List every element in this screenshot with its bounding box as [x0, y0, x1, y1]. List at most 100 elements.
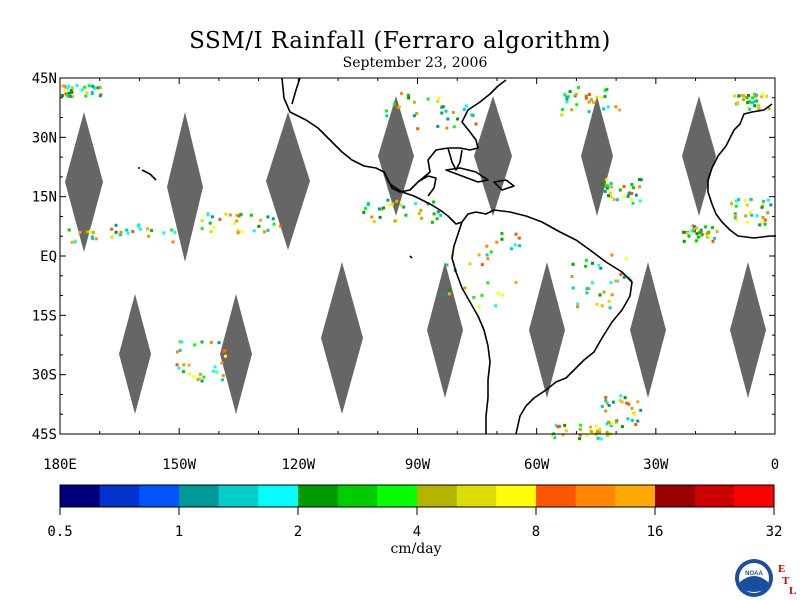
rain-cell-370 [61, 84, 65, 88]
rain-cell-6 [126, 231, 130, 235]
rainfall-cells [60, 84, 773, 441]
coastline-north-america [281, 77, 507, 193]
rain-cell-151 [615, 198, 619, 202]
rain-cell-126 [587, 100, 591, 104]
rain-cell-188 [755, 214, 759, 218]
rain-cell-242 [616, 279, 619, 283]
rain-cell-116 [441, 105, 445, 109]
rain-cell-289 [221, 349, 225, 353]
coastline-hispaniola [493, 179, 515, 191]
rain-cell-296 [182, 363, 186, 367]
rain-cell-15 [162, 231, 166, 235]
rain-cell-340 [557, 424, 561, 428]
rain-cell-214 [486, 281, 490, 285]
rain-cell-256 [600, 304, 604, 308]
rain-cell-84 [430, 220, 434, 224]
rain-cell-314 [630, 418, 634, 422]
rain-cell-408 [697, 235, 700, 239]
coastline-central-america [383, 171, 495, 225]
colorbar-label: 0.5 [47, 524, 72, 540]
colorbar-swatch-13 [575, 485, 616, 507]
rain-cell-120 [563, 93, 567, 97]
rain-cell-369 [75, 84, 79, 88]
rain-cell-177 [605, 186, 609, 190]
lon-label: 180E [43, 457, 77, 473]
rain-cell-52 [235, 219, 239, 223]
rain-cell-352 [594, 424, 598, 428]
rain-cell-152 [605, 178, 609, 182]
rain-cell-69 [391, 202, 395, 206]
rain-cell-384 [98, 94, 102, 98]
rain-cell-251 [610, 253, 614, 257]
rain-cell-130 [587, 110, 591, 114]
rain-cell-136 [603, 95, 607, 98]
rain-cell-280 [178, 348, 182, 352]
rain-cell-45 [208, 221, 212, 225]
lat-label: 30S [32, 368, 57, 384]
lat-label: 45S [32, 427, 57, 443]
rain-cell-375 [63, 84, 67, 88]
rain-cell-288 [217, 341, 221, 345]
no-data-gap-9 [321, 262, 363, 414]
rain-cell-371 [80, 88, 84, 92]
rain-cell-77 [419, 208, 423, 212]
rain-cell-328 [607, 421, 611, 425]
rain-cell-285 [220, 361, 224, 365]
map-frame [59, 77, 776, 435]
rain-cell-349 [564, 429, 568, 433]
rain-cell-82 [387, 203, 391, 207]
rain-cell-181 [737, 198, 741, 201]
rain-cell-432 [751, 96, 755, 100]
coastline-hawaii [138, 167, 157, 181]
rain-cell-324 [600, 404, 604, 408]
rain-cell-0 [118, 233, 122, 237]
rain-cell-128 [587, 93, 591, 96]
lon-label: 0 [771, 457, 779, 473]
rain-cell-43 [210, 215, 214, 219]
rain-cell-76 [386, 198, 390, 202]
rain-cell-154 [600, 182, 604, 186]
rain-cell-294 [221, 378, 224, 382]
rain-cell-57 [233, 222, 237, 225]
rain-cell-173 [630, 198, 633, 201]
rain-cell-90 [456, 117, 460, 121]
rain-cell-234 [477, 305, 481, 309]
rain-cell-425 [750, 101, 754, 105]
rain-cell-112 [400, 92, 403, 96]
rain-cell-106 [436, 99, 440, 103]
rain-cell-134 [605, 87, 609, 91]
rain-cell-75 [380, 207, 384, 211]
rain-cell-446 [736, 102, 740, 106]
rain-cell-353 [551, 434, 554, 438]
rain-cell-259 [609, 281, 613, 284]
rain-cell-179 [606, 184, 610, 188]
rain-cell-163 [630, 192, 634, 195]
rain-cell-329 [620, 400, 624, 404]
map-title: SSM/I Rainfall (Ferraro algorithm) [189, 28, 611, 54]
colorbar-labels: 0.5 1 2 4 8 16 32 [47, 507, 782, 540]
rain-cell-443 [732, 94, 736, 98]
rain-cell-158 [603, 189, 607, 193]
rain-cell-400 [713, 236, 716, 240]
rain-cell-14 [73, 240, 77, 244]
coastline-florida [447, 147, 463, 171]
rain-cell-276 [198, 377, 201, 381]
rain-cell-118 [446, 117, 450, 121]
coastline-cuba [445, 167, 489, 183]
rain-cell-207 [734, 199, 738, 203]
rain-cell-444 [753, 92, 757, 96]
rain-cell-20 [170, 228, 174, 232]
colorbar-swatch-4 [218, 485, 259, 507]
lat-label: 30N [32, 130, 57, 146]
rain-cell-363 [84, 94, 88, 98]
rain-cell-269 [595, 302, 599, 306]
rain-cell-211 [509, 247, 513, 251]
rain-cell-419 [700, 232, 704, 236]
rain-cell-146 [565, 98, 569, 102]
rain-cell-157 [604, 184, 608, 188]
rain-cell-301 [618, 399, 622, 402]
rain-cell-67 [402, 205, 406, 209]
rain-cell-239 [500, 237, 504, 241]
rain-cell-327 [607, 404, 611, 407]
rain-cell-396 [694, 239, 698, 243]
